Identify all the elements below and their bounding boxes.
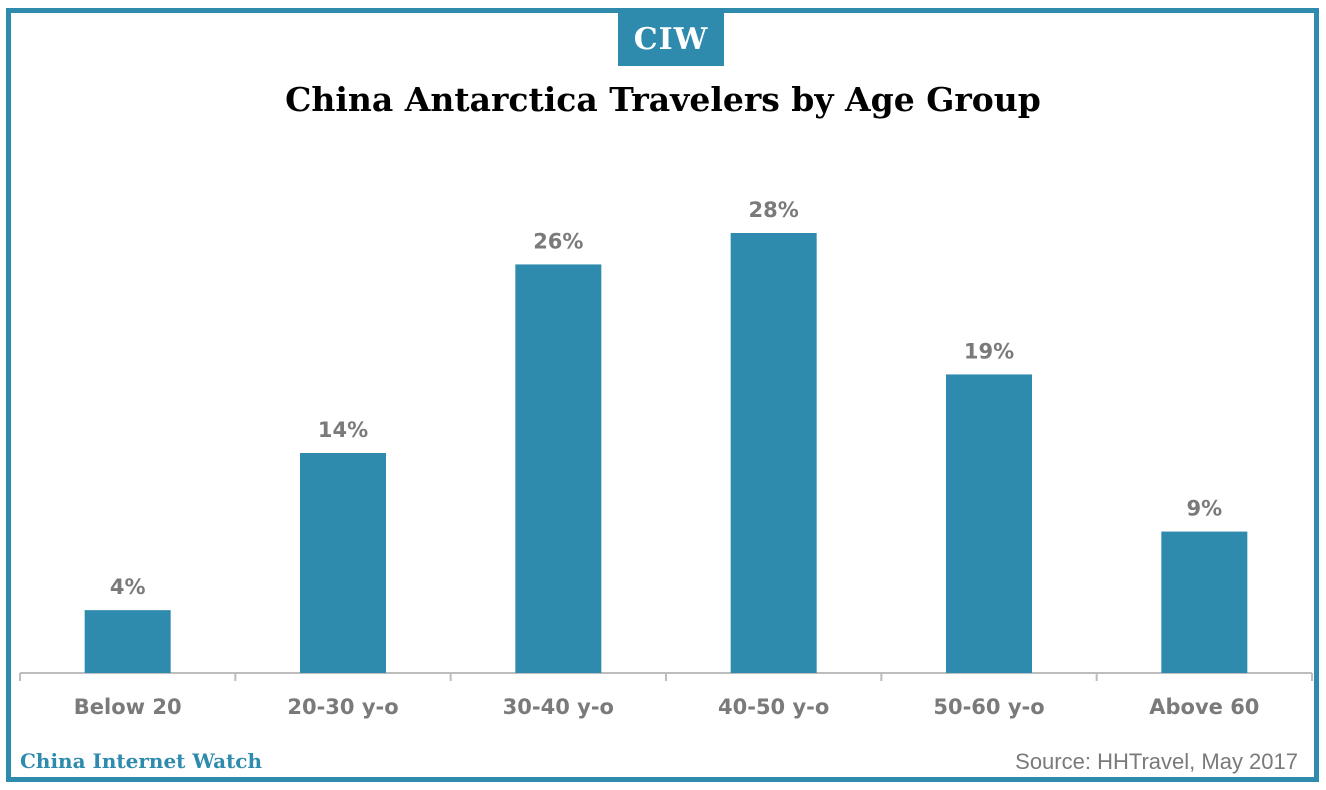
bar-data-label: 19%	[964, 339, 1014, 363]
bar-20-30-y-o	[300, 453, 386, 673]
x-tick-label: 30-40 y-o	[503, 695, 614, 719]
bar-below-20	[84, 610, 171, 673]
bar-30-40-y-o	[515, 264, 602, 673]
brand-name: China Internet Watch	[20, 749, 263, 773]
source-note: Source: HHTravel, May 2017	[1015, 749, 1298, 774]
bar-above-60	[1161, 531, 1248, 673]
x-tick-label: 50-60 y-o	[933, 695, 1044, 719]
bar-data-label: 28%	[749, 198, 799, 222]
x-tick-label: 40-50 y-o	[718, 695, 829, 719]
bar-data-label: 14%	[318, 418, 368, 442]
chart-title: China Antarctica Travelers by Age Group	[285, 80, 1041, 119]
x-tick-label: Above 60	[1149, 695, 1259, 719]
bar-data-label: 26%	[533, 229, 583, 253]
bar-data-label: 9%	[1187, 497, 1223, 521]
logo-text: CIW	[633, 21, 709, 57]
x-tick-label: 20-30 y-o	[287, 695, 398, 719]
chart-frame	[6, 8, 1319, 782]
bar-data-label: 4%	[110, 575, 146, 599]
x-tick-label: Below 20	[74, 695, 182, 719]
bar-40-50-y-o	[730, 233, 817, 673]
ciw-logo: CIW	[618, 12, 724, 66]
bar-50-60-y-o	[946, 374, 1032, 673]
